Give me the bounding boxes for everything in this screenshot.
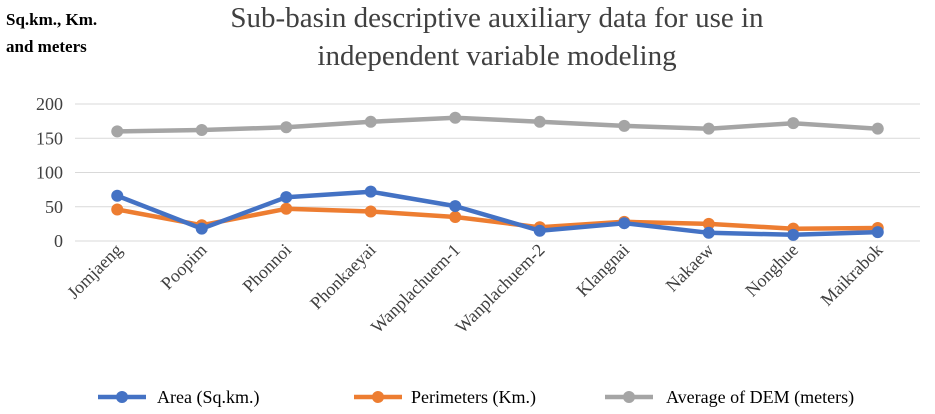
data-point: [702, 217, 715, 230]
data-point: [280, 191, 293, 204]
y-axis-label: Sq.km., Km. and meters: [6, 10, 97, 56]
data-point: [533, 224, 546, 237]
data-point: [702, 226, 715, 239]
data-point: [449, 111, 462, 124]
x-tick-label: Phonnoi: [238, 240, 295, 297]
legend-item: Perimeters (Km.): [354, 387, 536, 408]
legend-item: Average of DEM (meters): [605, 387, 854, 408]
y-tick-label: 200: [36, 94, 63, 114]
y-tick-label: 50: [45, 197, 63, 217]
y-tick-label: 150: [36, 128, 63, 148]
x-tick-label: Jomjaeng: [63, 240, 126, 303]
data-point: [618, 119, 631, 132]
data-point: [618, 217, 631, 230]
y-axis-label-line-2: and meters: [6, 37, 87, 56]
data-point: [111, 189, 124, 202]
x-tick-label: Nakaew: [662, 240, 718, 296]
y-tick-label: 0: [54, 231, 63, 251]
x-tick-label: Nonghue: [741, 240, 802, 301]
data-point: [195, 124, 208, 137]
legend-marker: [372, 391, 384, 403]
data-point: [364, 205, 377, 218]
series-line: [115, 189, 881, 238]
chart-title-line-2: independent variable modeling: [317, 40, 676, 72]
series-3: [111, 111, 884, 138]
y-tick-label: 100: [36, 163, 63, 183]
x-axis-ticks: Jomjaeng Poopim Phonnoi PhonkaeyaiWanplachu…: [63, 240, 886, 337]
y-axis-label-line-1: Sq.km., Km.: [6, 10, 97, 29]
data-point: [787, 228, 800, 241]
x-tick-label: Phonkaeyai: [306, 240, 380, 314]
chart-title: Sub-basin descriptive auxiliary data for…: [230, 2, 764, 72]
x-tick-label: Klangnai: [572, 240, 633, 301]
data-point: [280, 121, 293, 134]
data-point: [280, 202, 293, 215]
data-point: [364, 185, 377, 198]
legend-label: Perimeters (Km.): [411, 387, 536, 408]
data-point: [702, 122, 715, 135]
data-point: [871, 122, 884, 135]
x-tick-label: Wanplachuem-1: [367, 240, 464, 337]
data-point: [111, 125, 124, 138]
chart-title-line-1: Sub-basin descriptive auxiliary data for…: [230, 2, 764, 34]
gridlines: [75, 103, 920, 242]
legend: Area (Sq.km.) Perimeters (Km.) Average of …: [98, 387, 854, 408]
x-tick-label: Maikrabok: [817, 240, 887, 310]
legend-label: Area (Sq.km.): [157, 387, 259, 408]
data-point: [195, 222, 208, 235]
legend-marker: [116, 391, 128, 403]
data-point: [871, 226, 884, 239]
data-point: [364, 115, 377, 128]
series-1: [111, 185, 884, 241]
series-line: [115, 115, 881, 134]
x-tick-label: Wanplachuem-2: [451, 240, 548, 337]
data-point: [449, 211, 462, 224]
legend-marker: [623, 391, 635, 403]
data-point: [449, 200, 462, 213]
data-point: [111, 203, 124, 216]
series-lines: [111, 111, 884, 241]
data-point: [787, 117, 800, 130]
legend-label: Average of DEM (meters): [666, 387, 854, 408]
series-line: [115, 206, 881, 231]
data-point: [533, 115, 546, 128]
x-tick-label: Poopim: [157, 240, 211, 294]
y-axis-ticks: 0 50 100 150 200: [36, 94, 63, 251]
legend-item: Area (Sq.km.): [98, 387, 259, 408]
